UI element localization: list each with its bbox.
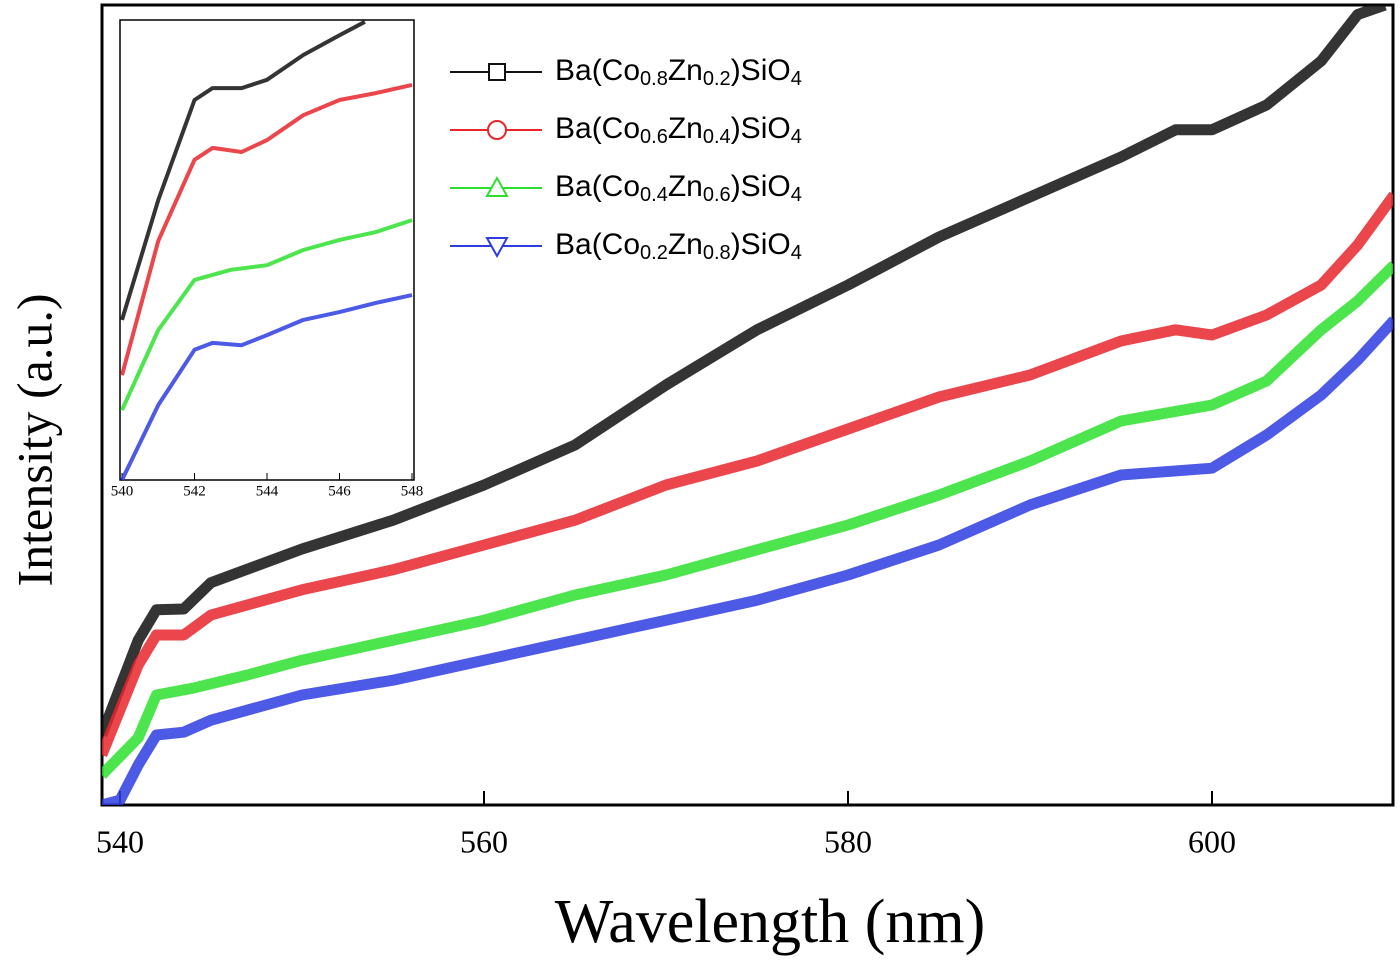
legend-label-part: 4 <box>791 68 802 90</box>
plot-frame <box>100 3 1395 807</box>
x-tick-label: 600 <box>1188 823 1236 859</box>
legend-label-part: 0.2 <box>640 242 668 264</box>
legend-label-part: 0.6 <box>703 184 731 206</box>
legend-label-part: )SiO <box>731 54 791 87</box>
series-line <box>120 218 413 411</box>
legend-label-part: 0.8 <box>703 242 731 264</box>
x-tick-label: 580 <box>824 823 872 859</box>
legend-label-part: Zn <box>668 170 703 203</box>
series-line <box>102 191 1393 758</box>
series-line <box>120 82 413 376</box>
legend-label-part: )SiO <box>731 170 791 203</box>
x-tick-label: 548 <box>401 483 424 499</box>
legend-label-part: Ba(Co <box>555 228 640 261</box>
series-line <box>120 293 413 480</box>
x-tick-label: 544 <box>256 483 279 499</box>
legend-label-part: Ba(Co <box>555 170 640 203</box>
legend-label: Ba(Co0.6Zn0.4)SiO4 <box>555 112 802 148</box>
legend-label-part: 0.2 <box>703 68 731 90</box>
legend-label-part: 4 <box>791 126 802 148</box>
plot-frame <box>119 19 415 481</box>
x-tick-label: 560 <box>460 823 508 859</box>
legend-label-part: )SiO <box>731 228 791 261</box>
legend-label-part: Ba(Co <box>555 54 640 87</box>
series-line <box>102 261 1393 779</box>
legend-label: Ba(Co0.2Zn0.8)SiO4 <box>555 228 802 264</box>
legend-label-part: 0.4 <box>640 184 668 206</box>
legend-marker <box>488 63 506 81</box>
legend-label-part: 4 <box>791 242 802 264</box>
legend-label-part: Zn <box>668 112 703 145</box>
legend-label-part: 0.6 <box>640 126 668 148</box>
legend-label-part: 0.4 <box>703 126 731 148</box>
legend-label: Ba(Co0.4Zn0.6)SiO4 <box>555 170 802 206</box>
x-tick-label: 542 <box>183 483 206 499</box>
legend-label-part: )SiO <box>731 112 791 145</box>
legend-label-part: 4 <box>791 184 802 206</box>
legend-marker <box>487 120 507 140</box>
series-line <box>102 316 1393 805</box>
x-tick-label: 540 <box>96 823 144 859</box>
x-tick-label: 540 <box>111 483 134 499</box>
series-line <box>120 20 366 321</box>
legend-label-part: Zn <box>668 54 703 87</box>
legend-label: Ba(Co0.8Zn0.2)SiO4 <box>555 54 802 90</box>
y-axis-label: Intensity (a.u.) <box>6 294 62 587</box>
x-tick-label: 546 <box>328 483 351 499</box>
legend-label-part: Ba(Co <box>555 112 640 145</box>
legend-label-part: 0.8 <box>640 68 668 90</box>
legend-marker <box>485 175 509 197</box>
legend-marker <box>485 237 509 259</box>
x-axis-label: Wavelength (nm) <box>555 888 986 956</box>
legend-label-part: Zn <box>668 228 703 261</box>
series-line <box>102 5 1387 737</box>
